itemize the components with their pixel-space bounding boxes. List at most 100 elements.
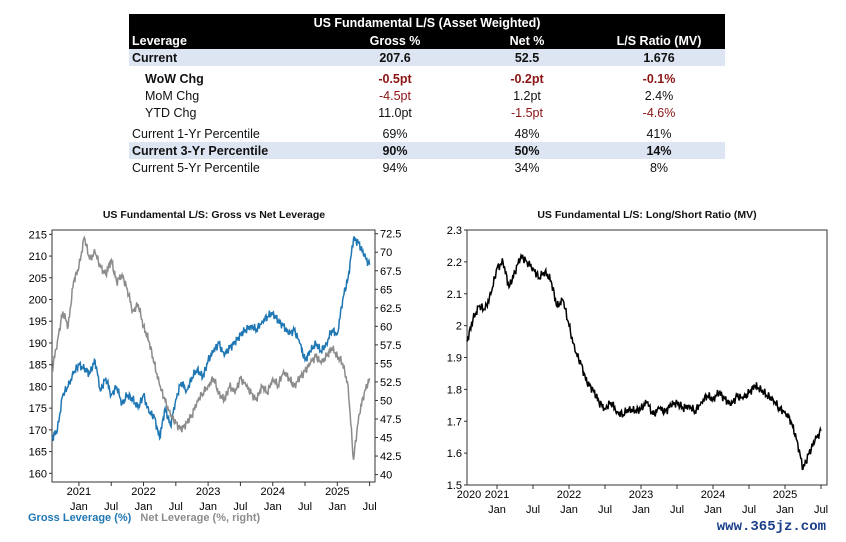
y2-tick-label: 50 <box>380 395 392 407</box>
x-month-label: Jan <box>704 504 722 516</box>
chart-legend: Gross Leverage (%) Net Leverage (%, righ… <box>28 512 260 524</box>
y-tick-label: 185 <box>29 360 47 372</box>
row-value: -1.5pt <box>511 105 543 120</box>
row-value: 207.6 <box>329 49 461 66</box>
summary-table: US Fundamental L/S (Asset Weighted) Leve… <box>129 14 725 176</box>
y-tick-label: 200 <box>29 295 47 307</box>
y-tick-label: 1.7 <box>447 416 462 428</box>
y-tick-label: 1.8 <box>447 384 462 396</box>
row-value: 11.0pt <box>378 105 412 120</box>
row-value: -4.6% <box>642 105 676 120</box>
table-row: WoW Chg -0.5pt -0.2pt -0.1% <box>129 70 725 87</box>
x-month-label: Jul <box>742 504 756 516</box>
series-line-2 <box>51 235 371 460</box>
x-year-label: 2023 <box>629 489 653 501</box>
y-tick-label: 180 <box>29 381 47 393</box>
row-value: 2.4% <box>644 88 674 103</box>
x-month-label: Jul <box>363 501 377 513</box>
y-tick-label: 190 <box>29 338 47 350</box>
legend-net: Net Leverage (%, right) <box>140 512 261 524</box>
y2-tick-label: 62.5 <box>380 303 401 315</box>
y2-tick-label: 52.5 <box>380 377 401 389</box>
row-value: 90% <box>329 142 461 159</box>
row-value: 94% <box>382 160 408 175</box>
legend-gross: Gross Leverage (%) <box>28 512 132 524</box>
x-year-label: 2021 <box>485 489 509 501</box>
y2-tick-label: 72.5 <box>380 229 401 241</box>
x-year-label: 2024 <box>260 486 284 498</box>
x-year-label: 2022 <box>131 486 155 498</box>
row-value: 48% <box>514 126 540 141</box>
x-month-label: Jul <box>670 504 684 516</box>
row-value: -0.5pt <box>378 71 412 86</box>
x-month-label: Jul <box>814 504 828 516</box>
table-row: Current 3-Yr Percentile 90% 50% 14% <box>129 142 725 159</box>
y2-tick-label: 57.5 <box>380 340 401 352</box>
chart-2-title: US Fundamental L/S: Long/Short Ratio (MV… <box>537 209 757 221</box>
y-tick-label: 2.2 <box>447 257 462 269</box>
plot-frame <box>51 229 376 483</box>
header-ratio: L/S Ratio (MV) <box>593 32 725 49</box>
y2-tick-label: 65 <box>380 284 392 296</box>
y-tick-label: 1.5 <box>447 480 462 492</box>
y2-tick-label: 67.5 <box>380 266 401 278</box>
y-tick-label: 210 <box>29 251 47 263</box>
x-month-label: Jul <box>598 504 612 516</box>
row-value: -0.1% <box>642 71 676 86</box>
y2-tick-label: 40 <box>380 470 392 482</box>
table-row: Current 5-Yr Percentile 94% 34% 8% <box>129 159 725 176</box>
x-year-label: 2025 <box>773 489 797 501</box>
x-month-label: Jan <box>632 504 650 516</box>
y-tick-label: 2.3 <box>447 225 462 237</box>
x-year-label: 2021 <box>67 486 91 498</box>
row-label: Current 1-Yr Percentile <box>132 126 260 141</box>
header-leverage: Leverage <box>129 32 329 49</box>
x-month-label: Jan <box>776 504 794 516</box>
row-value: 41% <box>646 126 672 141</box>
watermark: www.365jz.com <box>716 519 826 535</box>
table-row: MoM Chg -4.5pt 1.2pt 2.4% <box>129 87 725 104</box>
chart-1-title: US Fundamental L/S: Gross vs Net Leverag… <box>102 209 326 221</box>
y-tick-label: 175 <box>29 403 47 415</box>
y2-tick-label: 70 <box>380 247 392 259</box>
plot-frame <box>466 229 828 486</box>
row-label: Current 5-Yr Percentile <box>132 160 260 175</box>
y2-tick-label: 47.5 <box>380 414 401 426</box>
row-value: 50% <box>461 142 593 159</box>
y2-tick-label: 42.5 <box>380 451 401 463</box>
y-tick-label: 195 <box>29 316 47 328</box>
header-gross: Gross % <box>329 32 461 49</box>
y2-tick-label: 55 <box>380 358 392 370</box>
series-line-1 <box>51 236 371 441</box>
row-value: 34% <box>514 160 540 175</box>
x-year-label: 2022 <box>557 489 581 501</box>
row-value: 69% <box>382 126 408 141</box>
x-month-label: Jul <box>526 504 540 516</box>
y2-tick-label: 45 <box>380 433 392 445</box>
table-title: US Fundamental L/S (Asset Weighted) <box>129 14 725 32</box>
x-year-label: 2023 <box>196 486 220 498</box>
header-net: Net % <box>461 32 593 49</box>
summary-table-wrap: US Fundamental L/S (Asset Weighted) Leve… <box>129 14 725 176</box>
table-header-row: Leverage Gross % Net % L/S Ratio (MV) <box>129 32 725 49</box>
x-month-label: Jan <box>488 504 506 516</box>
table-row: Current 1-Yr Percentile 69% 48% 41% <box>129 125 725 142</box>
x-year-label: 2025 <box>325 486 349 498</box>
y-tick-label: 2 <box>456 321 462 333</box>
y-tick-label: 1.6 <box>447 448 462 460</box>
x-month-label: Jan <box>560 504 578 516</box>
table-row: Current 207.6 52.5 1.676 <box>129 49 725 66</box>
series-line-1 <box>466 252 822 471</box>
row-value: 8% <box>649 160 669 175</box>
row-value: -0.2pt <box>510 71 544 86</box>
y2-tick-label: 60 <box>380 321 392 333</box>
row-value: 1.676 <box>593 49 725 66</box>
x-year-label: 2020 <box>457 489 481 501</box>
row-label: MoM Chg <box>145 88 200 103</box>
row-label: YTD Chg <box>145 105 197 120</box>
y-tick-label: 205 <box>29 273 47 285</box>
row-value: 52.5 <box>461 49 593 66</box>
x-year-label: 2024 <box>701 489 725 501</box>
x-month-label: Jan <box>264 501 282 513</box>
y-tick-label: 160 <box>29 468 47 480</box>
